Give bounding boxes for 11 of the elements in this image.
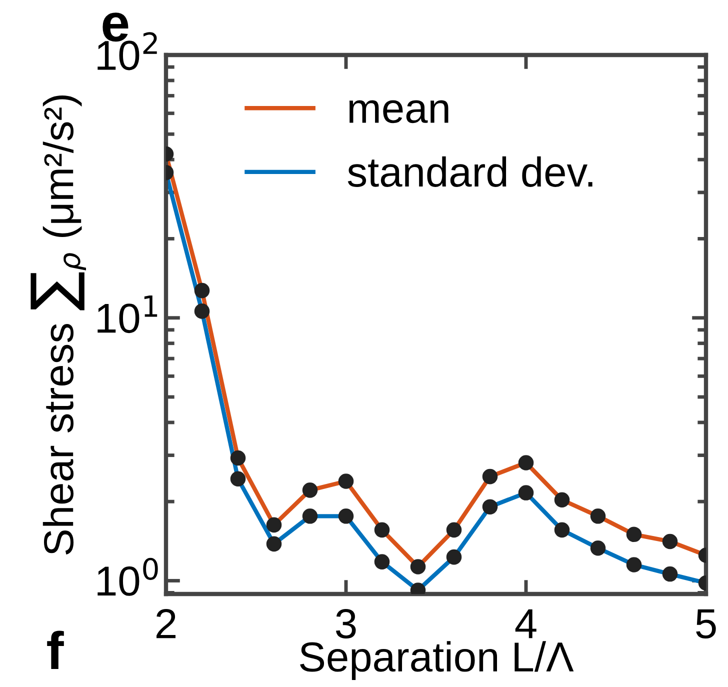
y-tick-label: 10$^{1}$: [98, 295, 158, 334]
x-tick-label: 5: [696, 609, 716, 638]
y-axis-title: Shear stress ∑$_{ρ}$ (μm²/s²): [30, 96, 86, 554]
legend-label: standard dev.: [348, 156, 592, 187]
x-tick-label: 3: [336, 608, 356, 638]
y-tick-label: 10$^{0}$: [98, 558, 158, 596]
x-tick-label: 2: [156, 608, 176, 638]
x-axis-title: Separation L/Λ: [300, 641, 574, 680]
legend-label: mean: [349, 100, 448, 124]
x-tick-label: 4: [515, 609, 536, 638]
text: f: [47, 630, 64, 670]
